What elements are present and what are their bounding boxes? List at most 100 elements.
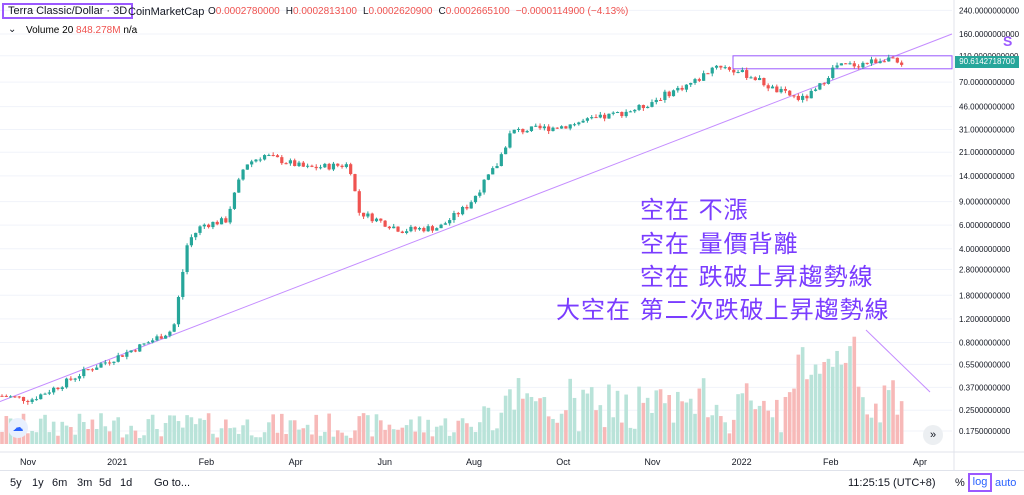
candle-body[interactable] (844, 63, 848, 65)
volume-bar[interactable] (99, 413, 103, 444)
candle-body[interactable] (568, 124, 572, 129)
volume-bar[interactable] (693, 413, 697, 444)
volume-bar[interactable] (51, 421, 56, 444)
candle-body[interactable] (262, 155, 267, 160)
candle-body[interactable] (52, 387, 56, 393)
candle-body[interactable] (297, 162, 301, 167)
volume-bar[interactable] (116, 417, 121, 444)
candle-body[interactable] (374, 218, 379, 222)
volume-bar[interactable] (667, 395, 671, 444)
candle-body[interactable] (697, 79, 701, 81)
volume-bar[interactable] (146, 419, 151, 444)
candle-body[interactable] (254, 159, 258, 162)
volume-bar[interactable] (318, 435, 323, 444)
volume-bar[interactable] (310, 434, 314, 444)
candle-body[interactable] (301, 162, 305, 167)
candle-body[interactable] (779, 88, 783, 93)
candle-body[interactable] (176, 296, 181, 325)
candle-body[interactable] (86, 369, 90, 371)
candle-body[interactable] (318, 167, 323, 169)
candle-body[interactable] (34, 399, 39, 401)
volume-bar[interactable] (486, 407, 491, 444)
volume-bar[interactable] (176, 421, 181, 444)
candle-body[interactable] (508, 133, 512, 148)
volume-bar[interactable] (193, 424, 198, 444)
candle-body[interactable] (448, 220, 452, 224)
price-chart[interactable]: 240.0000000000160.0000000000110.00000000… (0, 0, 1024, 470)
volume-bar[interactable] (254, 437, 258, 444)
candle-body[interactable] (340, 165, 344, 167)
volume-bar[interactable] (86, 429, 90, 444)
volume-bar[interactable] (73, 434, 77, 444)
candle-body[interactable] (452, 213, 456, 221)
volume-bar[interactable] (516, 378, 521, 444)
volume-bar[interactable] (684, 402, 689, 444)
volume-bar[interactable] (822, 362, 826, 444)
candle-body[interactable] (387, 226, 392, 229)
candle-body[interactable] (207, 224, 211, 228)
candle-body[interactable] (624, 111, 628, 117)
candle-body[interactable] (163, 335, 168, 339)
candle-body[interactable] (288, 160, 293, 164)
volume-bar[interactable] (258, 437, 263, 444)
candle-body[interactable] (95, 367, 99, 370)
volume-bar[interactable] (383, 429, 387, 444)
candle-body[interactable] (783, 88, 788, 91)
volume-bar[interactable] (292, 420, 297, 444)
candle-body[interactable] (142, 343, 146, 345)
candle-body[interactable] (64, 378, 69, 388)
volume-bar[interactable] (740, 393, 745, 444)
candle-body[interactable] (706, 73, 710, 75)
volume-bar[interactable] (714, 404, 719, 444)
volume-bar[interactable] (465, 423, 469, 444)
volume-bar[interactable] (615, 390, 620, 444)
candle-body[interactable] (224, 218, 228, 223)
volume-bar[interactable] (228, 428, 232, 444)
volume-bar[interactable] (564, 410, 568, 444)
candle-body[interactable] (852, 63, 856, 67)
volume-bar[interactable] (835, 350, 839, 444)
volume-bar[interactable] (886, 390, 891, 444)
volume-bar[interactable] (396, 429, 400, 444)
timeframe-1d[interactable]: 1d (120, 477, 133, 489)
candle-body[interactable] (241, 169, 245, 180)
candle-body[interactable] (435, 228, 439, 231)
candle-body[interactable] (168, 331, 172, 336)
volume-bar[interactable] (120, 437, 125, 444)
volume-bar[interactable] (852, 336, 857, 444)
volume-bar[interactable] (663, 403, 667, 444)
tradingview-logo-icon[interactable]: ☁ (8, 418, 28, 438)
candle-body[interactable] (792, 95, 796, 97)
candle-body[interactable] (684, 84, 689, 90)
volume-bar[interactable] (340, 432, 344, 444)
candle-body[interactable] (835, 65, 839, 68)
candle-body[interactable] (499, 154, 503, 167)
volume-bar[interactable] (219, 428, 224, 444)
volume-bar[interactable] (47, 432, 52, 444)
volume-bar[interactable] (645, 397, 650, 444)
volume-bar[interactable] (305, 424, 310, 444)
volume-bar[interactable] (198, 418, 202, 444)
volume-bar[interactable] (172, 415, 176, 444)
volume-bar[interactable] (848, 346, 852, 444)
volume-bar[interactable] (895, 414, 900, 444)
candle-body[interactable] (805, 95, 809, 99)
candle-body[interactable] (900, 62, 904, 65)
candle-body[interactable] (641, 105, 645, 109)
volume-bar[interactable] (112, 420, 116, 444)
auto-toggle[interactable]: auto (995, 477, 1017, 489)
candle-body[interactable] (344, 164, 348, 167)
candle-body[interactable] (572, 124, 577, 126)
volume-bar[interactable] (805, 379, 809, 444)
volume-bar[interactable] (413, 431, 418, 444)
candle-body[interactable] (353, 174, 357, 192)
volume-bar[interactable] (327, 413, 331, 444)
volume-bar[interactable] (150, 414, 155, 444)
volume-bar[interactable] (366, 415, 370, 444)
volume-bar[interactable] (551, 418, 555, 444)
volume-bar[interactable] (620, 422, 624, 444)
volume-bar[interactable] (843, 362, 848, 444)
candle-body[interactable] (740, 70, 744, 73)
volume-bar[interactable] (38, 418, 43, 444)
timeframe-1y[interactable]: 1y (32, 477, 44, 489)
